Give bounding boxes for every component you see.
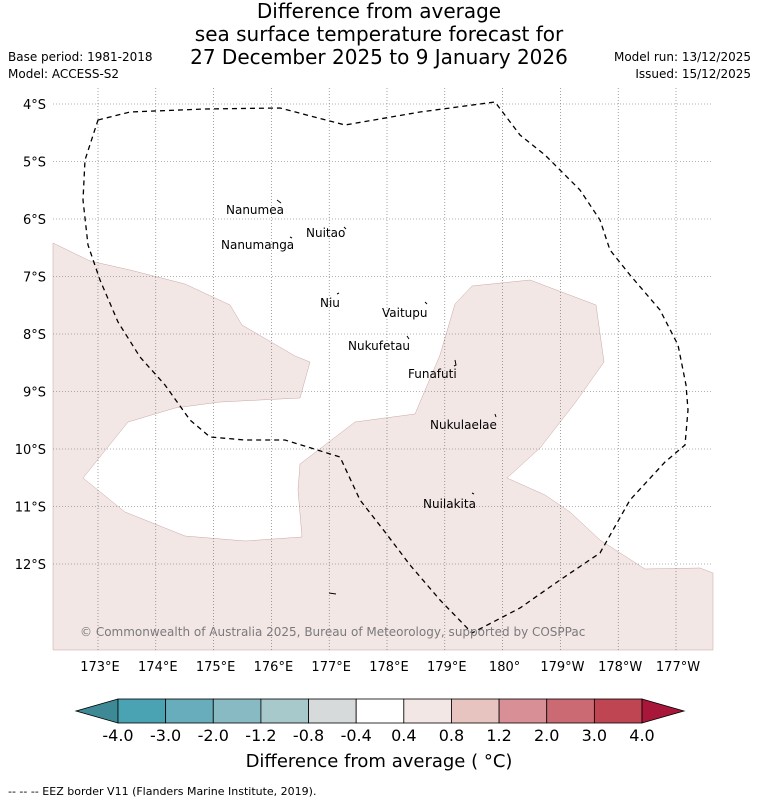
island-label-niu: Niu [320,296,340,310]
island-shape-funafuti [453,359,457,367]
lon-label: 177°W [656,660,700,675]
colorbar-label: Difference from average ( °C) [245,751,513,772]
colorbar-swatch [117,698,167,724]
lon-label: 178°E [369,660,409,675]
island-shape-nukulaelae [494,413,497,418]
colorbar: -4.0 -3.0 -2.0 -1.2 -0.8 -0.4 0.4 0.8 1.2 2.0 3.0 4… [74,698,686,745]
colorbar-tick-label: -0.8 [293,726,324,745]
lat-label: 6°S [23,213,46,228]
colorbar-swatch [498,698,548,724]
colorbar-swatch [260,698,309,724]
colorbar-tick-label: 1.2 [486,726,511,745]
model-run: Model run: 13/12/2025 [613,50,751,64]
colorbar-swatch [355,698,405,724]
lat-label: 7°S [23,271,46,286]
issued-date: Issued: 15/12/2025 [635,67,751,81]
lat-label: 12°S [15,558,46,573]
colorbar-tick-label: 3.0 [582,726,607,745]
island-shape-niu [336,292,340,295]
island-shape-nanumea [276,199,282,204]
lon-label: 176°E [254,660,294,675]
title-line-2: sea surface temperature forecast for [194,22,564,46]
lat-label: 11°S [15,501,46,516]
lon-label: 179°E [427,660,467,675]
longitude-labels: 173°E 174°E 175°E 176°E 177°E 178°E 179°E 180° 1… [80,660,700,675]
lat-label: 4°S [23,98,46,113]
island-shape-nanumanga [289,236,293,239]
island-shape-south [328,592,337,595]
base-period: Base period: 1981-2018 [8,50,153,64]
colorbar-swatch [451,698,500,724]
lon-label: 175°E [196,660,236,675]
lon-label: 177°E [311,660,351,675]
colorbar-over-arrow [641,698,686,724]
island-label-nanumea: Nanumea [226,203,284,217]
island-shapes [276,199,497,595]
lat-label: 9°S [23,386,46,401]
colorbar-tick-label: -4.0 [102,726,133,745]
colorbar-tick-label: 0.8 [439,726,464,745]
gridlines [53,88,713,650]
island-label-nuitao: Nuitao [306,226,345,240]
lat-label: 10°S [15,443,46,458]
island-label-nukufetau: Nukufetau [348,339,410,353]
copyright-text: © Commonwealth of Australia 2025, Bureau… [80,625,585,639]
lon-label: 174°E [138,660,178,675]
island-label-funafuti: Funafuti [408,367,457,381]
colorbar-tick-label: 2.0 [534,726,559,745]
island-shape-nuilakita [471,492,475,495]
colorbar-tick-label: 0.4 [391,726,416,745]
title-line-1: Difference from average [256,0,502,23]
colorbar-tick-label: -2.0 [198,726,229,745]
island-shape-vaitupu [424,301,428,305]
lat-label: 5°S [23,156,46,171]
meta-left: Base period: 1981-2018 Model: ACCESS-S2 [8,49,153,83]
chart-title: Difference from average sea surface temp… [0,0,758,69]
island-shape-nukufetau [406,335,410,340]
colorbar-swatch [165,698,214,724]
latitude-labels: 4°S 5°S 6°S 7°S 8°S 9°S 10°S 11°S 12°S [15,98,46,573]
meta-right: Model run: 13/12/2025 Issued: 15/12/2025 [614,49,751,83]
island-shape-nuitao [343,226,347,230]
anomaly-region-west [52,242,714,651]
colorbar-tick-label: -1.2 [245,726,276,745]
lon-label: 173°E [80,660,120,675]
colorbar-under-arrow [74,698,119,724]
colorbar-swatch [308,698,357,724]
island-label-vaitupu: Vaitupu [382,306,428,320]
colorbar-swatch [212,698,262,724]
lat-label: 8°S [23,328,46,343]
colorbar-swatch [403,698,452,724]
island-label-nuilakita: Nuilakita [423,497,476,511]
colorbar-tick-label: 4.0 [629,726,654,745]
title-line-3: 27 December 2025 to 9 January 2026 [190,45,568,69]
island-label-nukulaelae: Nukulaelae [430,418,497,432]
eez-border [82,101,689,634]
eez-footnote: -- -- -- EEZ border V11 (Flanders Marine… [8,785,317,798]
colorbar-tick-label: -3.0 [150,726,181,745]
colorbar-swatch [546,698,595,724]
colorbar-tick-label: -0.4 [341,726,372,745]
lon-label: 178°W [598,660,642,675]
model-name: Model: ACCESS-S2 [8,67,120,81]
island-label-nanumanga: Nanumanga [221,238,294,252]
colorbar-swatch [593,698,643,724]
lon-label: 180° [489,660,520,675]
lon-label: 179°W [540,660,584,675]
